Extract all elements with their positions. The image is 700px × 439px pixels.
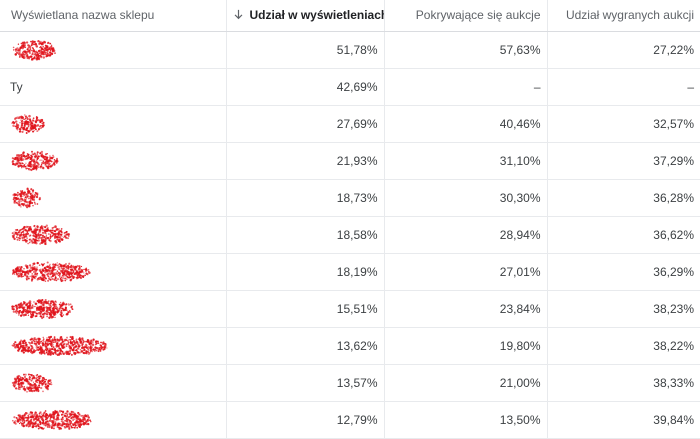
cell-impression-share: 42,69%	[225, 68, 384, 106]
cell-impression-share: 21,93%	[225, 142, 384, 180]
cell-impression-share: 18,19%	[225, 253, 384, 291]
table-row: 13,62% 19,80% 38,22%	[0, 327, 700, 365]
table-row: 21,93% 31,10% 37,29%	[0, 142, 700, 180]
column-header-store-name[interactable]: Wyświetlana nazwa sklepu	[0, 0, 226, 32]
cell-overlap-rate: 13,50%	[383, 401, 547, 439]
redacted-store-name	[11, 335, 108, 356]
cell-impression-share: 13,57%	[225, 364, 384, 402]
arrow-down-icon	[234, 10, 242, 20]
redacted-store-name	[11, 224, 71, 245]
cell-store-name	[0, 142, 226, 180]
cell-impression-share: 13,62%	[225, 327, 384, 365]
column-header-outranking-share[interactable]: Udział wygranych aukcji	[546, 0, 700, 32]
redacted-store-name	[11, 150, 59, 171]
cell-outranking-share: 38,33%	[546, 364, 700, 402]
cell-impression-share: 18,73%	[225, 179, 384, 217]
cell-outranking-share: 38,23%	[546, 290, 700, 328]
cell-overlap-rate: 23,84%	[383, 290, 547, 328]
cell-store-name	[0, 105, 226, 143]
column-header-label: Udział w wyświetleniach	[249, 8, 385, 23]
cell-outranking-share: 36,29%	[546, 253, 700, 291]
cell-impression-share: 51,78%	[225, 31, 384, 69]
cell-overlap-rate: 30,30%	[383, 179, 547, 217]
cell-overlap-rate: –	[383, 68, 547, 106]
cell-overlap-rate: 57,63%	[383, 31, 547, 69]
redacted-store-name	[12, 39, 56, 61]
cell-impression-share: 15,51%	[225, 290, 384, 328]
cell-overlap-rate: 28,94%	[383, 216, 547, 254]
cell-impression-share: 18,58%	[225, 216, 384, 254]
cell-overlap-rate: 27,01%	[383, 253, 547, 291]
cell-outranking-share: –	[546, 68, 700, 106]
cell-store-name	[0, 31, 226, 69]
cell-outranking-share: 36,28%	[546, 179, 700, 217]
cell-outranking-share: 38,22%	[546, 327, 700, 365]
cell-overlap-rate: 21,00%	[383, 364, 547, 402]
cell-outranking-share: 36,62%	[546, 216, 700, 254]
redacted-store-name	[11, 409, 92, 430]
table-row: 15,51% 23,84% 38,23%	[0, 290, 700, 328]
column-header-impression-share[interactable]: Udział w wyświetleniach	[225, 0, 385, 32]
table-row: 12,79% 13,50% 39,84%	[0, 401, 700, 439]
table-row: 18,58% 28,94% 36,62%	[0, 216, 700, 254]
table-row: Ty 42,69% – –	[0, 68, 700, 106]
cell-store-name	[0, 253, 226, 291]
cell-outranking-share: 27,22%	[546, 31, 700, 69]
table-header-row: Wyświetlana nazwa sklepu Udział w wyświe…	[0, 0, 700, 32]
cell-store-name	[0, 364, 226, 402]
cell-store-name	[0, 327, 226, 365]
cell-store-name	[0, 290, 226, 328]
redacted-store-name	[11, 373, 53, 393]
redacted-store-name	[11, 113, 45, 134]
cell-outranking-share: 37,29%	[546, 142, 700, 180]
cell-store-name	[0, 216, 226, 254]
redacted-store-name	[11, 298, 74, 319]
cell-store-name	[0, 401, 226, 439]
cell-outranking-share: 32,57%	[546, 105, 700, 143]
cell-outranking-share: 39,84%	[546, 401, 700, 439]
redacted-store-name	[12, 187, 42, 208]
cell-store-name: Ty	[0, 68, 226, 106]
table-row: 18,19% 27,01% 36,29%	[0, 253, 700, 291]
cell-impression-share: 27,69%	[225, 105, 384, 143]
cell-impression-share: 12,79%	[225, 401, 384, 439]
table-row: 51,78% 57,63% 27,22%	[0, 31, 700, 69]
cell-overlap-rate: 31,10%	[383, 142, 547, 180]
redacted-store-name	[12, 260, 91, 282]
cell-overlap-rate: 40,46%	[383, 105, 547, 143]
cell-store-name	[0, 179, 226, 217]
table-row: 13,57% 21,00% 38,33%	[0, 364, 700, 402]
table-row: 27,69% 40,46% 32,57%	[0, 105, 700, 143]
cell-overlap-rate: 19,80%	[383, 327, 547, 365]
table-row: 18,73% 30,30% 36,28%	[0, 179, 700, 217]
column-header-overlap-rate[interactable]: Pokrywające się aukcje	[383, 0, 547, 32]
